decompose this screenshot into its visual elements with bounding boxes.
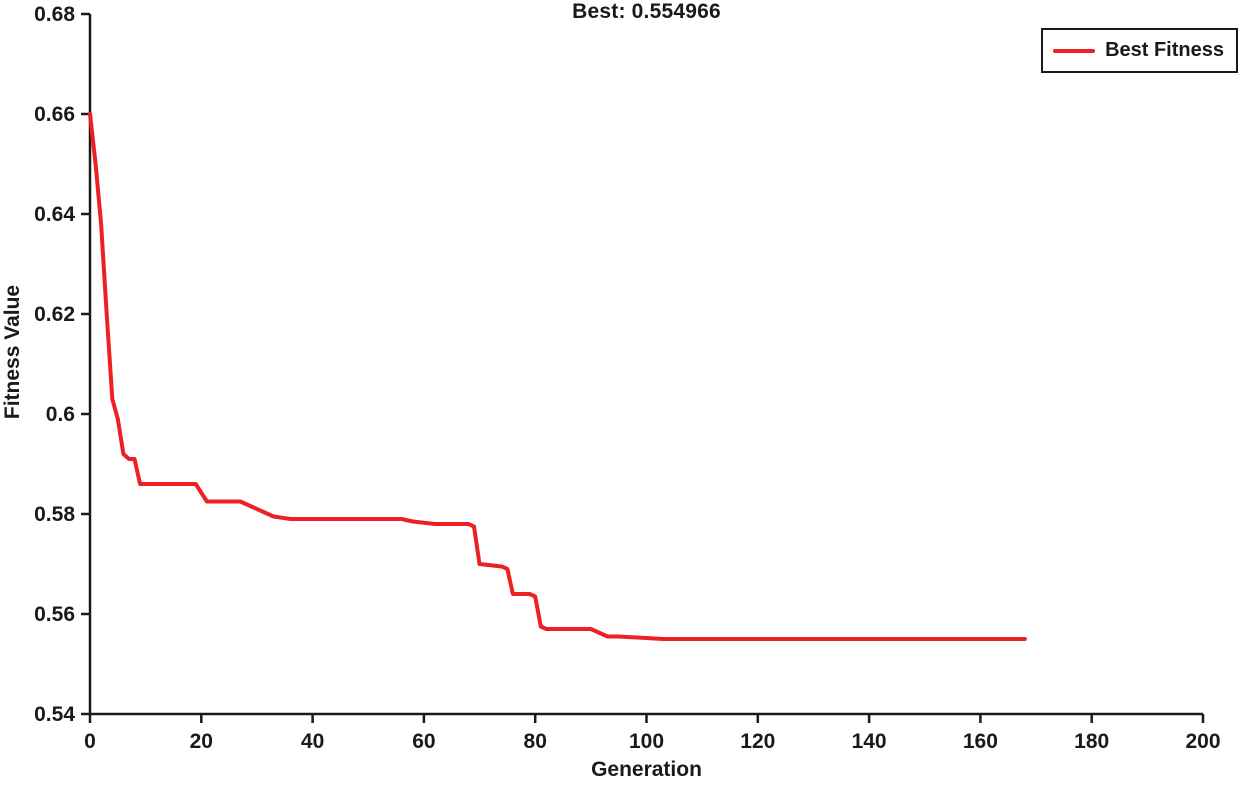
y-tick-label: 0.64 — [34, 203, 75, 226]
x-tick-label: 200 — [1185, 730, 1220, 753]
x-tick-label: 40 — [301, 730, 324, 753]
x-tick-label: 140 — [852, 730, 887, 753]
x-tick-label: 0 — [84, 730, 96, 753]
chart-title: Best: 0.554966 — [572, 0, 721, 23]
y-tick-label: 0.66 — [34, 103, 75, 126]
x-tick-label: 180 — [1074, 730, 1109, 753]
x-tick-label: 60 — [412, 730, 435, 753]
x-tick-label: 20 — [190, 730, 213, 753]
legend: Best Fitness — [1041, 28, 1238, 73]
y-tick-label: 0.56 — [34, 603, 75, 626]
x-tick-label: 120 — [740, 730, 775, 753]
y-tick-label: 0.54 — [34, 703, 75, 726]
x-tick-label: 80 — [524, 730, 547, 753]
x-tick-label: 100 — [629, 730, 664, 753]
y-tick-label: 0.58 — [34, 503, 75, 526]
y-tick-label: 0.62 — [34, 303, 75, 326]
x-tick-label: 160 — [963, 730, 998, 753]
x-axis-label: Generation — [591, 758, 702, 781]
legend-line-sample — [1053, 48, 1096, 53]
y-tick-label: 0.6 — [46, 403, 75, 426]
y-tick-label: 0.68 — [34, 3, 75, 26]
legend-label: Best Fitness — [1105, 39, 1224, 61]
best-fitness-line — [88, 112, 1027, 641]
